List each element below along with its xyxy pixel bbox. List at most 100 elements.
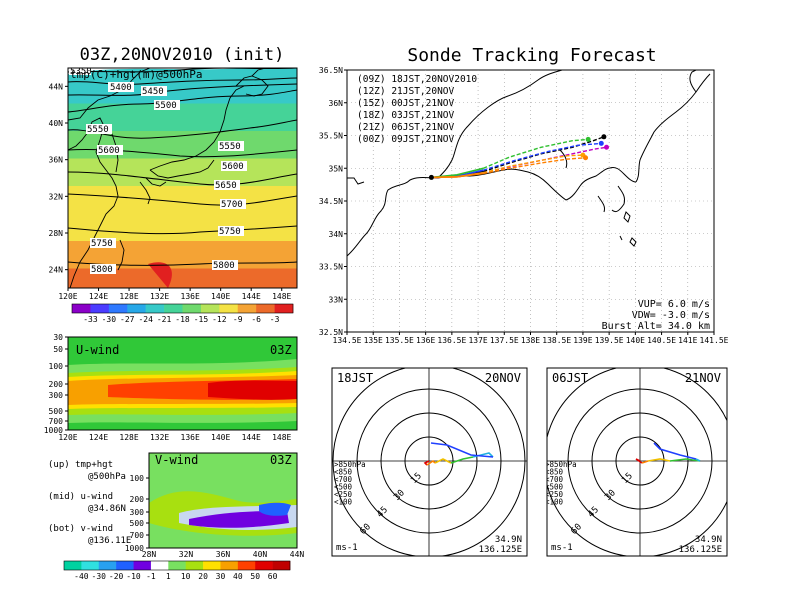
note-bot: (bot) v-wind [48,524,113,534]
map-lat-tick: 24N [49,266,64,275]
uwind-y-tick: 1000 [44,426,63,435]
tracking-lat-tick: 35.5N [319,132,343,141]
map-frame [67,67,298,289]
hodograph-frame [331,367,528,557]
contour-label: 5550 [219,142,241,152]
level-legend-entry: <100 [545,498,564,507]
hodograph-trace [426,459,436,466]
hodograph-date: 20NOV [485,371,521,385]
map-title: 03Z,20NOV2010 (init) [80,45,285,65]
level-legend-entry: <850 [545,468,564,477]
hodograph-trace [669,458,701,462]
legend-entry: (00Z) 09JST,21NOV [357,134,455,145]
legend-entry: (18Z) 03JST,21NOV [357,110,455,121]
colorbar-swatch [219,304,239,313]
hodograph-trace [450,456,474,464]
tracking-lon-tick: 141E [678,336,697,345]
contour-labels: 5350 5400 5450 5500 5550 5600 5550 5600 … [69,66,247,275]
map-lat-tick: 32N [49,192,64,201]
hodograph-lat: 34.9N [695,535,722,545]
tracking-lon-tick: 136E [416,336,435,345]
colorbar-tick: -9 [233,315,243,324]
vwind-x-tick: 44N [290,550,305,559]
colorbar-tick: -21 [157,315,172,324]
hodograph-time: 06JST [552,371,588,385]
vwind-y-tick: 700 [130,531,145,540]
wind-colorbar-tick: 10 [181,572,191,581]
legend-entry: (21Z) 06JST,21NOV [357,122,455,133]
hodograph-trace [635,458,643,464]
wind-colorbar: -40 -30 -20 -10 -1 1 10 20 30 40 50 60 [63,560,291,581]
vwind-frame [148,452,298,549]
landing-point [585,136,591,142]
uwind-x-tick: 148E [272,433,291,442]
wind-colorbar-swatch [203,561,221,570]
map-lat-tick: 36N [49,156,64,165]
colorbar-swatch [145,304,165,313]
note-bot-value: @136.11E [88,536,131,546]
uwind-x-tick: 120E [58,433,77,442]
tracking-lon-tick: 135.5E [385,336,414,345]
landing-point [598,140,604,146]
tracking-lon-tick: 136.5E [437,336,466,345]
contour-label: 5450 [142,87,164,97]
wind-colorbar-swatch [168,561,186,570]
wind-colorbar-swatch [116,561,134,570]
hodograph-lat: 34.9N [495,535,522,545]
tracking-lat-tick: 33.5N [319,263,343,272]
landing-point [604,144,610,150]
level-legend-entry: <100 [334,498,353,507]
tracking-lon-tick: 137.5E [490,336,519,345]
colorbar-swatch [256,304,275,313]
side-notes: (up) tmp+hgt @500hPa (mid) u-wind @34.86… [48,460,131,546]
tracking-lon-tick: 141.5E [700,336,729,345]
vwind-y-tick: 200 [130,495,145,504]
hodograph-2: 15304560>850hPa<850<700<500<250<10006JST… [545,367,728,557]
tracking-lon-tick: 140E [626,336,645,345]
level-legend-entry: <500 [545,483,564,492]
colorbar-swatch [274,304,294,313]
legend-entry: (09Z) 18JST,20NOV2010 [357,74,477,85]
hodograph-time: 18JST [337,371,373,385]
contour-label: 5650 [215,181,237,191]
uwind-x-tick: 132E [150,433,169,442]
wind-colorbar-tick: -20 [109,572,124,581]
vwind-y-tick: 500 [130,519,145,528]
level-legend-entry: <700 [334,475,353,484]
colorbar-tick: -24 [138,315,153,324]
uwind-y-tick: 300 [49,391,64,400]
tracking-lon-tick: 137E [468,336,487,345]
tracking-axis-ticks: 36.5N 36N 35.5N 35N 34.5N 34N 33.5N 33N 32.5N134… [319,66,729,345]
contour-label: 5750 [219,227,241,237]
temperature-band [68,68,297,104]
uwind-x-tick: 128E [119,433,138,442]
level-legend-entry: <500 [334,483,353,492]
wind-colorbar-tick: -1 [146,572,156,581]
uwind-y-tick: 30 [53,333,63,342]
tracking-lat-tick: 33N [329,295,344,304]
tracking-title: Sonde Tracking Forecast [407,45,656,66]
tracking-coastline [347,70,711,257]
hodograph-trace [430,442,494,458]
wind-colorbar-tick: 20 [198,572,208,581]
uwind-y-tick: 200 [49,380,64,389]
wind-colorbar-tick: 40 [233,572,243,581]
tracking-lon-tick: 138.5E [542,336,571,345]
contour-label: 5400 [110,83,132,93]
vwind-time: 03Z [270,453,292,467]
uwind-y-tick: 700 [49,417,64,426]
tracking-lon-tick: 134.5E [333,336,362,345]
contour-label: 5600 [98,146,120,156]
level-legend-entry: <250 [334,490,353,499]
overlay-label: tmp(C)+hgt(m)@500hPa [70,68,202,81]
hodograph-trace [434,458,452,464]
tracking-legend: (09Z) 18JST,20NOV2010 (12Z) 21JST,20NOV … [357,74,477,145]
trajectory-line [483,157,586,175]
tracking-lat-tick: 34.5N [319,197,343,206]
colorbar-tick: -3 [270,315,280,324]
level-legend-entry: <850 [334,468,353,477]
colorbar-tick: -12 [212,315,227,324]
wind-colorbar-swatch [133,561,152,570]
